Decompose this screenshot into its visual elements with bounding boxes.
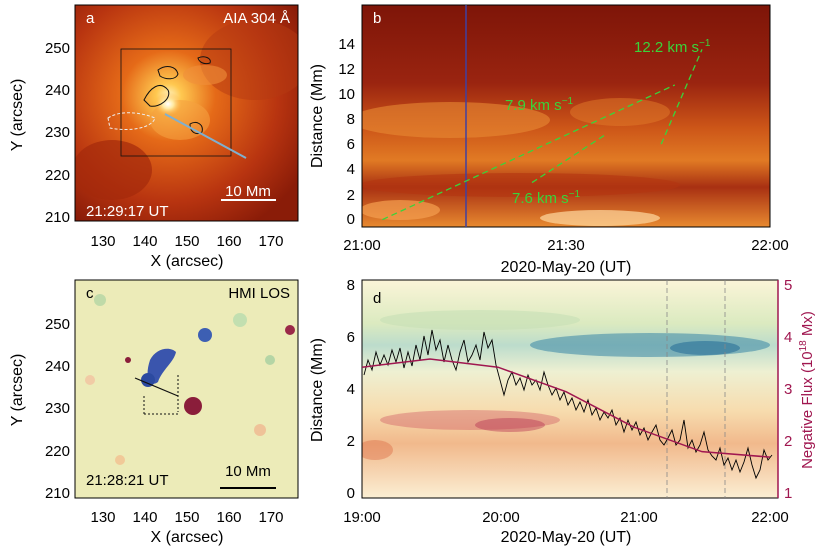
speed-label-7-9: 7.9 km s−1 bbox=[505, 96, 574, 114]
x-ticks-a: 130 140 150 160 170 bbox=[90, 233, 283, 250]
y-tick: 240 bbox=[45, 82, 70, 99]
timestamp-c: 21:28:21 UT bbox=[86, 472, 169, 489]
flux-raw-curve bbox=[363, 329, 773, 480]
y-tick: 240 bbox=[45, 358, 70, 375]
x-tick: 130 bbox=[90, 233, 115, 250]
scale-label-a: 10 Mm bbox=[225, 183, 271, 200]
y2-tick: 5 bbox=[784, 277, 792, 294]
y-tick: 6 bbox=[347, 136, 355, 153]
panel-c: c HMI LOS 21:28:21 UT 10 Mm 130 140 150 … bbox=[9, 279, 299, 546]
y-tick: 250 bbox=[45, 40, 70, 57]
x-ticks-d: 19:00 20:00 21:00 22:00 bbox=[343, 509, 789, 526]
x-axis-label-a: X (arcsec) bbox=[151, 253, 224, 270]
slit-line bbox=[164, 113, 247, 159]
panel-d: d 19:00 20:00 21:00 22:00 0 2 4 6 8 1 2 … bbox=[309, 277, 816, 546]
y-ticks-c: 250 240 230 220 210 bbox=[45, 316, 70, 502]
y-tick: 220 bbox=[45, 443, 70, 460]
y-tick: 4 bbox=[347, 381, 355, 398]
x-tick: 21:00 bbox=[620, 509, 658, 526]
y-tick: 4 bbox=[347, 161, 355, 178]
y-ticks-b: 0 2 4 6 8 10 12 14 bbox=[338, 36, 355, 228]
scale-label-c: 10 Mm bbox=[225, 463, 271, 480]
y-tick: 250 bbox=[45, 316, 70, 333]
speed-fit-line-2 bbox=[531, 133, 608, 184]
timestamp-a: 21:29:17 UT bbox=[86, 203, 169, 220]
y-axis-label-b: Distance (Mm) bbox=[309, 64, 326, 168]
panel-letter-c: c bbox=[86, 285, 94, 302]
negative-polarity-patch bbox=[147, 348, 176, 384]
y2-tick: 2 bbox=[784, 433, 792, 450]
y-tick: 10 bbox=[338, 86, 355, 103]
speed-fit-line-0 bbox=[660, 49, 703, 145]
panel-b: b 12.2 km s−1 7.9 km s−1 7.6 km s−1 21:0… bbox=[309, 4, 789, 276]
x-tick: 170 bbox=[258, 233, 283, 250]
speed-label-12-2: 12.2 km s−1 bbox=[634, 38, 711, 56]
y2-axis-label-d: Negative Flux (1018 Mx) bbox=[798, 311, 816, 469]
x-tick: 170 bbox=[258, 509, 283, 526]
x-ticks-c: 130 140 150 160 170 bbox=[90, 509, 283, 526]
y-tick: 0 bbox=[347, 211, 355, 228]
flux-fit-line bbox=[361, 358, 771, 458]
panel-letter-a: a bbox=[86, 10, 95, 27]
x-axis-label-b: 2020-May-20 (UT) bbox=[501, 259, 632, 276]
y-tick: 8 bbox=[347, 111, 355, 128]
x-ticks-b: 21:00 21:30 22:00 bbox=[343, 237, 789, 254]
y-tick: 2 bbox=[347, 187, 355, 204]
x-tick: 22:00 bbox=[751, 237, 789, 254]
hmi-magnetogram bbox=[75, 280, 298, 498]
positive-polarity-patch bbox=[184, 397, 202, 415]
y-tick: 0 bbox=[347, 485, 355, 502]
y-ticks-d: 0 2 4 6 8 bbox=[347, 277, 355, 502]
y-axis-label-d: Distance (Mm) bbox=[309, 338, 326, 442]
y-axis-label-c: Y (arcsec) bbox=[9, 354, 26, 427]
y2-tick: 4 bbox=[784, 329, 792, 346]
x-tick: 160 bbox=[216, 233, 241, 250]
x-tick: 21:30 bbox=[547, 237, 585, 254]
y-tick: 210 bbox=[45, 485, 70, 502]
x-tick: 20:00 bbox=[482, 509, 520, 526]
instrument-label-c: HMI LOS bbox=[228, 285, 290, 302]
y-tick: 12 bbox=[338, 61, 355, 78]
speed-fit-lines bbox=[382, 49, 703, 221]
x-tick: 150 bbox=[174, 233, 199, 250]
y-tick: 8 bbox=[347, 277, 355, 294]
x-tick: 22:00 bbox=[751, 509, 789, 526]
y-tick: 2 bbox=[347, 433, 355, 450]
y2-ticks-d: 1 2 3 4 5 bbox=[784, 277, 792, 502]
y-ticks-a: 250 240 230 220 210 bbox=[45, 40, 70, 226]
x-tick: 21:00 bbox=[343, 237, 381, 254]
zoom-box bbox=[120, 48, 232, 157]
aia-304-image bbox=[75, 5, 298, 221]
time-distance-hmi bbox=[362, 280, 778, 498]
y-tick: 230 bbox=[45, 400, 70, 417]
slit-line-c bbox=[134, 377, 179, 397]
x-axis-label-d: 2020-May-20 (UT) bbox=[501, 529, 632, 546]
y-tick: 210 bbox=[45, 209, 70, 226]
y-tick: 230 bbox=[45, 124, 70, 141]
instrument-label-a: AIA 304 Å bbox=[223, 10, 290, 27]
positive-contour bbox=[107, 112, 156, 131]
y-tick: 220 bbox=[45, 167, 70, 184]
speed-fit-line-1 bbox=[382, 84, 676, 221]
x-tick: 130 bbox=[90, 509, 115, 526]
time-distance-map bbox=[362, 5, 770, 227]
panel-letter-b: b bbox=[373, 10, 381, 27]
y-tick: 6 bbox=[347, 329, 355, 346]
x-tick: 160 bbox=[216, 509, 241, 526]
panel-a: a AIA 304 Å 21:29:17 UT 10 Mm 130 140 15… bbox=[9, 4, 299, 270]
x-axis-label-c: X (arcsec) bbox=[151, 529, 224, 546]
panel-letter-d: d bbox=[373, 290, 381, 307]
x-tick: 140 bbox=[132, 233, 157, 250]
y2-tick: 1 bbox=[784, 485, 792, 502]
y-axis-label-a: Y (arcsec) bbox=[9, 79, 26, 152]
y-tick: 14 bbox=[338, 36, 355, 53]
x-tick: 19:00 bbox=[343, 509, 381, 526]
x-tick: 140 bbox=[132, 509, 157, 526]
y2-tick: 3 bbox=[784, 381, 792, 398]
x-tick: 150 bbox=[174, 509, 199, 526]
speed-label-7-6: 7.6 km s−1 bbox=[512, 189, 581, 207]
flux-fit-curve bbox=[361, 358, 771, 458]
flux-contour bbox=[143, 85, 170, 107]
